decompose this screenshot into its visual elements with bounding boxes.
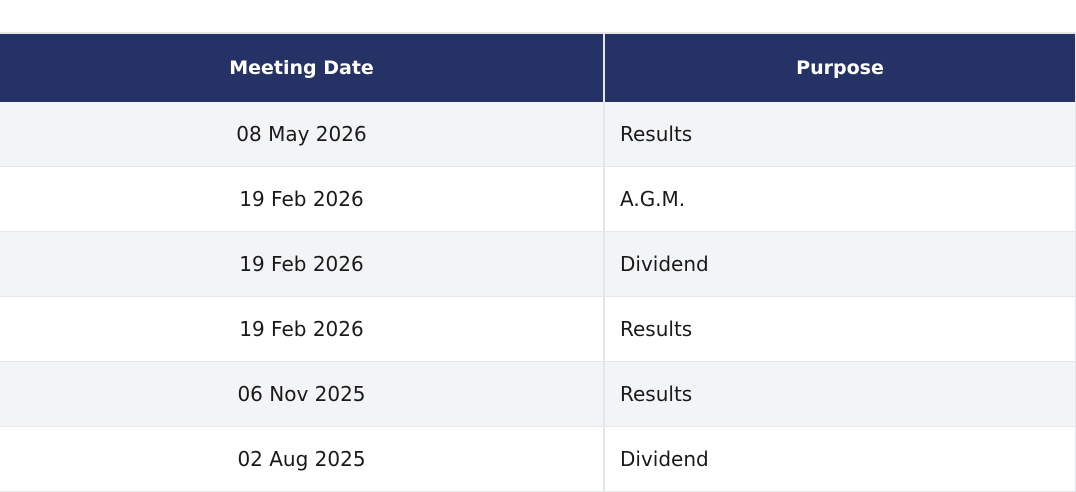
table-row: 02 Aug 2025 Dividend — [0, 426, 1076, 492]
purpose: Results — [604, 102, 1076, 167]
table-row: 08 May 2026 Results — [0, 102, 1076, 167]
table-row: 19 Feb 2026 Results — [0, 296, 1076, 362]
column-header: Purpose — [604, 32, 1076, 102]
table-row: 19 Feb 2026 A.G.M. — [0, 166, 1076, 232]
table-row: 19 Feb 2026 Dividend — [0, 231, 1076, 297]
meeting-date: 08 May 2026 — [0, 102, 605, 167]
header-row: Meeting Date Purpose — [0, 32, 1076, 102]
table-container: Meeting Date Purpose 08 May 2026 Results 19… — [0, 32, 1076, 492]
purpose: Dividend — [604, 426, 1076, 492]
table-row: 06 Nov 2025 Results — [0, 361, 1076, 427]
page: Meeting Date Purpose 08 May 2026 Results 19… — [0, 32, 1076, 492]
meeting-date: 19 Feb 2026 — [0, 296, 605, 362]
purpose: Results — [604, 361, 1076, 427]
meeting-date: 02 Aug 2025 — [0, 426, 605, 492]
column-header: Meeting Date — [0, 32, 605, 102]
purpose: Dividend — [604, 231, 1076, 297]
meeting-date: 06 Nov 2025 — [0, 361, 605, 427]
purpose: A.G.M. — [604, 166, 1076, 232]
table-body: 08 May 2026 Results 19 Feb 2026 A.G.M. 19 Fe… — [0, 102, 1076, 492]
meetings-table: Meeting Date Purpose 08 May 2026 Results 19… — [0, 32, 1076, 492]
meeting-date: 19 Feb 2026 — [0, 166, 605, 232]
meeting-date: 19 Feb 2026 — [0, 231, 605, 297]
purpose: Results — [604, 296, 1076, 362]
